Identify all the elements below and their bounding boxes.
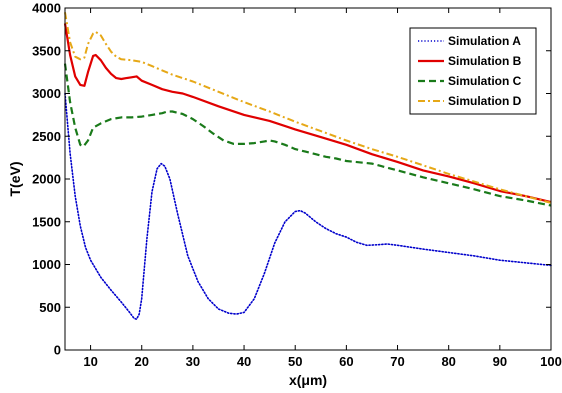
- x-tick-label: 30: [186, 354, 200, 369]
- y-tick-label: 2500: [32, 129, 61, 144]
- x-tick-label: 50: [288, 354, 302, 369]
- series-line-simulation-b: [63, 23, 552, 204]
- y-tick-label: 2000: [32, 172, 61, 187]
- legend-box: [409, 27, 537, 115]
- x-tick-label: 10: [83, 354, 97, 369]
- x-tick-label: 20: [135, 354, 149, 369]
- y-tick-label: 1000: [32, 257, 61, 272]
- x-axis-label: x(μm): [289, 372, 327, 388]
- y-tick-label: 0: [54, 343, 61, 358]
- x-tick-label: 40: [237, 354, 251, 369]
- y-tick-label: 3500: [32, 43, 61, 58]
- x-tick-label: 60: [339, 354, 353, 369]
- series-line-simulation-a: [64, 92, 552, 320]
- y-tick-label: 4000: [32, 1, 61, 16]
- legend-label: Simulation D: [448, 94, 522, 108]
- plot-frame: [64, 7, 552, 351]
- legend-label: Simulation A: [448, 34, 521, 48]
- legend-label: Simulation B: [448, 54, 522, 68]
- x-tick-label: 90: [493, 354, 507, 369]
- y-tick-label: 3000: [32, 86, 61, 101]
- x-tick-label: 80: [441, 354, 455, 369]
- series-line-simulation-d: [64, 12, 552, 204]
- x-tick-label: 70: [390, 354, 404, 369]
- y-axis-label: T(eV): [7, 162, 23, 197]
- legend-label: Simulation C: [448, 74, 522, 88]
- series-layer: [63, 12, 552, 320]
- legend: Simulation A Simulation B Simulation C Simu…: [409, 27, 537, 115]
- y-tick-label: 500: [39, 300, 61, 315]
- y-tick-label: 1500: [32, 214, 61, 229]
- tick-layer: 10 20 30 40 50 60 70 80 90 1000500100015002000250…: [32, 1, 562, 370]
- x-tick-label: 100: [540, 354, 562, 369]
- series-line-simulation-c: [63, 63, 552, 207]
